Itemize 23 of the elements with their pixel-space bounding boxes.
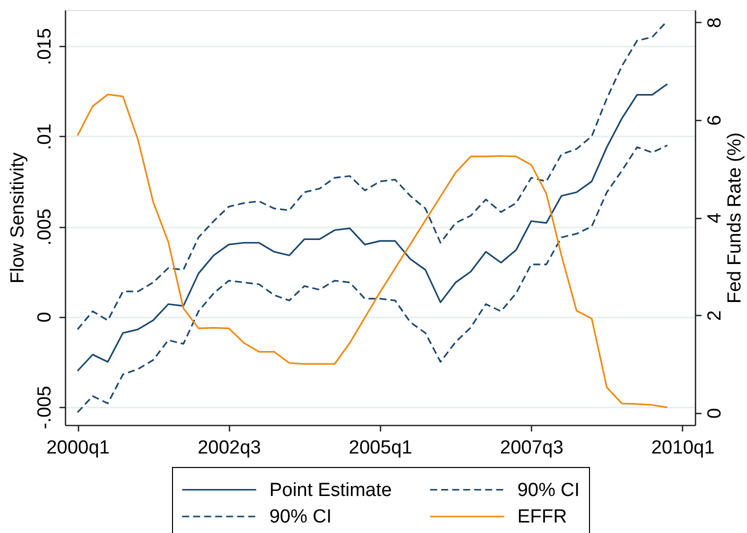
y-tick-label: -.005	[34, 386, 56, 430]
legend-label: Point Estimate	[269, 480, 392, 501]
legend-label: EFFR	[517, 506, 567, 528]
y-tick-label: .015	[34, 28, 56, 66]
legend-label: 90% CI	[517, 480, 580, 501]
x-tick-label: 2005q1	[348, 438, 412, 458]
y-tick-label: 0	[34, 312, 56, 323]
y2-tick-label: 4	[704, 212, 726, 224]
y2-tick-label: 6	[704, 115, 726, 126]
x-tick-label: 2010q1	[651, 438, 715, 458]
x-tick-label: 2000q1	[46, 438, 110, 458]
y2-tick-label: 2	[704, 310, 726, 321]
line-series	[76, 20, 668, 330]
legend-label: 90% CI	[269, 506, 332, 528]
y-tick-label: .005	[34, 208, 56, 246]
y2-tick-label: 0	[704, 408, 726, 419]
y-tick-label: .01	[34, 124, 56, 150]
y2-tick-label: 8	[704, 17, 726, 28]
y-axis-title: Flow Sensitivity	[8, 152, 28, 284]
y2-axis-title: Fed Funds Rate (%)	[724, 132, 746, 304]
x-tick-label: 2007q3	[500, 438, 564, 458]
line-series	[76, 144, 668, 414]
x-tick-label: 2002q3	[198, 438, 261, 458]
